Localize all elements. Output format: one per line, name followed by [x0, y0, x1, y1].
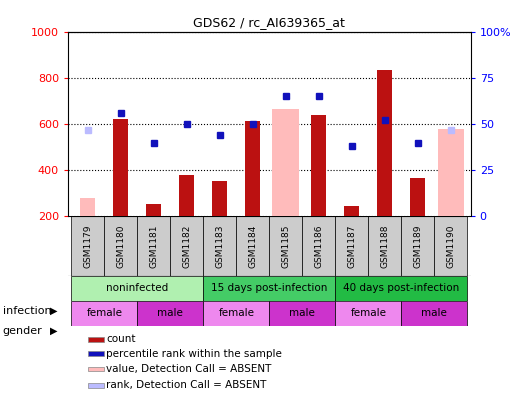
Text: GSM1183: GSM1183	[215, 225, 224, 268]
Bar	[401, 217, 435, 276]
Bar	[203, 276, 335, 301]
Text: 15 days post-infection: 15 days post-infection	[211, 284, 327, 293]
Text: ▶: ▶	[50, 326, 58, 336]
Bar	[335, 276, 468, 301]
Bar	[138, 301, 203, 326]
Text: GSM1188: GSM1188	[380, 225, 390, 268]
Bar	[272, 109, 299, 217]
Text: female: female	[218, 308, 254, 318]
Text: GSM1179: GSM1179	[83, 225, 92, 268]
Bar	[88, 383, 104, 388]
Bar	[335, 217, 368, 276]
Bar	[335, 301, 401, 326]
Bar	[245, 121, 260, 217]
Text: male: male	[422, 308, 447, 318]
Bar	[269, 301, 335, 326]
Bar	[170, 217, 203, 276]
Title: GDS62 / rc_AI639365_at: GDS62 / rc_AI639365_at	[194, 16, 345, 29]
Bar	[368, 217, 401, 276]
Text: 40 days post-infection: 40 days post-infection	[343, 284, 460, 293]
Text: ▶: ▶	[50, 306, 58, 316]
Bar	[378, 70, 392, 217]
Bar	[71, 301, 138, 326]
Text: infection: infection	[3, 306, 51, 316]
Text: female: female	[86, 308, 122, 318]
Bar	[88, 367, 104, 371]
Bar	[71, 217, 104, 276]
Text: female: female	[350, 308, 386, 318]
Bar	[311, 115, 326, 217]
Bar	[203, 217, 236, 276]
Bar	[104, 217, 138, 276]
Bar	[269, 217, 302, 276]
Text: GSM1182: GSM1182	[183, 225, 191, 268]
Text: GSM1190: GSM1190	[447, 225, 456, 268]
Text: GSM1187: GSM1187	[347, 225, 356, 268]
Bar	[88, 351, 104, 356]
Bar	[138, 217, 170, 276]
Bar	[236, 217, 269, 276]
Text: value, Detection Call = ABSENT: value, Detection Call = ABSENT	[107, 364, 272, 374]
Bar	[179, 175, 194, 217]
Bar	[345, 206, 359, 217]
Text: count: count	[107, 334, 136, 344]
Bar	[435, 217, 468, 276]
Text: GSM1181: GSM1181	[149, 225, 158, 268]
Bar	[302, 217, 335, 276]
Bar	[88, 337, 104, 341]
Text: percentile rank within the sample: percentile rank within the sample	[107, 349, 282, 359]
Bar	[81, 198, 95, 217]
Text: rank, Detection Call = ABSENT: rank, Detection Call = ABSENT	[107, 381, 267, 390]
Bar	[146, 204, 161, 217]
Text: GSM1180: GSM1180	[116, 225, 126, 268]
Bar	[71, 276, 203, 301]
Text: GSM1186: GSM1186	[314, 225, 323, 268]
Bar	[203, 301, 269, 326]
Text: gender: gender	[3, 326, 42, 336]
Bar	[212, 181, 228, 217]
Bar	[113, 120, 128, 217]
Text: GSM1189: GSM1189	[413, 225, 423, 268]
Text: noninfected: noninfected	[106, 284, 168, 293]
Text: GSM1185: GSM1185	[281, 225, 290, 268]
Bar	[401, 301, 468, 326]
Bar	[411, 178, 425, 217]
Text: GSM1184: GSM1184	[248, 225, 257, 268]
Bar	[438, 129, 464, 217]
Text: male: male	[289, 308, 315, 318]
Text: male: male	[157, 308, 183, 318]
